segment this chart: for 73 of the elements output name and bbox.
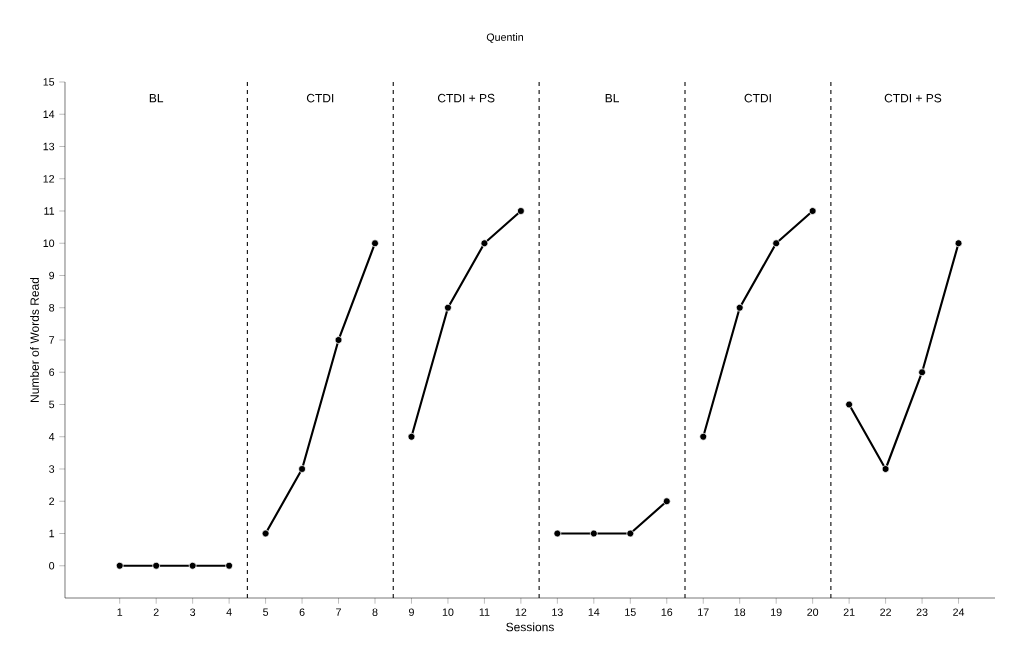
annotation: CTDI (306, 93, 334, 103)
x-tick-label: 12 (515, 608, 527, 616)
x-tick-label: 1 (117, 608, 123, 616)
x-tick-label: 11 (479, 608, 490, 616)
x-tick-label: 18 (734, 608, 746, 616)
y-tick-label: 2 (49, 497, 55, 505)
point (407, 432, 416, 441)
point (152, 561, 161, 570)
x-axis-title: Sessions (506, 622, 554, 632)
point (261, 529, 270, 538)
x-tick-label: 4 (226, 608, 232, 616)
y-tick-label: 0 (49, 561, 55, 570)
y-tick-label: 15 (43, 78, 55, 86)
y-tick-label: 3 (49, 465, 55, 473)
y-tick-label: 14 (43, 110, 55, 118)
x-tick-label: 8 (372, 608, 378, 616)
annotation: CTDI + PS (884, 93, 942, 103)
annotation: BL (605, 93, 619, 103)
x-tick-label: 15 (625, 608, 636, 616)
x-tick-label: 22 (880, 608, 891, 616)
point (553, 529, 562, 538)
x-tick-label: 19 (771, 608, 782, 616)
point (881, 465, 890, 473)
annotation: CTDI + PS (437, 93, 495, 103)
point (517, 207, 525, 215)
x-tick-label: 21 (843, 608, 855, 616)
y-tick-label: 4 (48, 433, 55, 441)
y-tick-label: 12 (43, 175, 55, 183)
point (371, 239, 379, 248)
y-tick-label: 9 (49, 271, 55, 280)
annotation: BL (149, 93, 164, 103)
x-tick-label: 14 (588, 608, 600, 616)
y-tick-label: 10 (43, 239, 55, 248)
x-tick-label: 3 (190, 608, 196, 616)
point (298, 465, 306, 473)
point (480, 239, 489, 248)
x-tick-label: 5 (263, 608, 269, 616)
x-tick-label: 9 (409, 608, 414, 616)
point (444, 303, 452, 312)
y-tick-label: 5 (49, 400, 55, 409)
x-tick-label: 2 (153, 608, 159, 616)
point (662, 497, 671, 506)
point (735, 303, 744, 312)
x-tick-label: 10 (442, 608, 454, 616)
x-tick-label: 7 (336, 608, 341, 616)
y-tick-label: 8 (49, 303, 55, 312)
point (225, 561, 233, 570)
x-tick-label: 24 (953, 608, 965, 616)
point (772, 239, 781, 248)
point (115, 561, 124, 570)
x-tick-label: 20 (807, 608, 819, 616)
x-tick-label: 23 (916, 608, 928, 616)
x-tick-label: 16 (661, 608, 673, 616)
point (589, 529, 598, 538)
point (699, 432, 708, 441)
y-axis-title: Number of Words Read (30, 277, 39, 402)
x-tick-label: 17 (698, 608, 709, 616)
point (918, 368, 926, 377)
y-tick-label: 7 (49, 336, 55, 344)
x-tick-label: 6 (299, 608, 305, 616)
point (808, 207, 817, 215)
y-tick-label: 6 (49, 368, 55, 377)
x-tick-label: 13 (552, 608, 563, 616)
y-tick-label: 13 (43, 142, 55, 151)
point (954, 239, 963, 248)
annotation: CTDI (744, 93, 771, 103)
point (334, 336, 343, 344)
point (188, 561, 197, 570)
y-tick-label: 11 (44, 207, 55, 215)
chart-title: Quentin (486, 33, 523, 43)
point (845, 400, 853, 409)
y-tick-label: 1 (49, 529, 55, 538)
point (626, 529, 635, 538)
